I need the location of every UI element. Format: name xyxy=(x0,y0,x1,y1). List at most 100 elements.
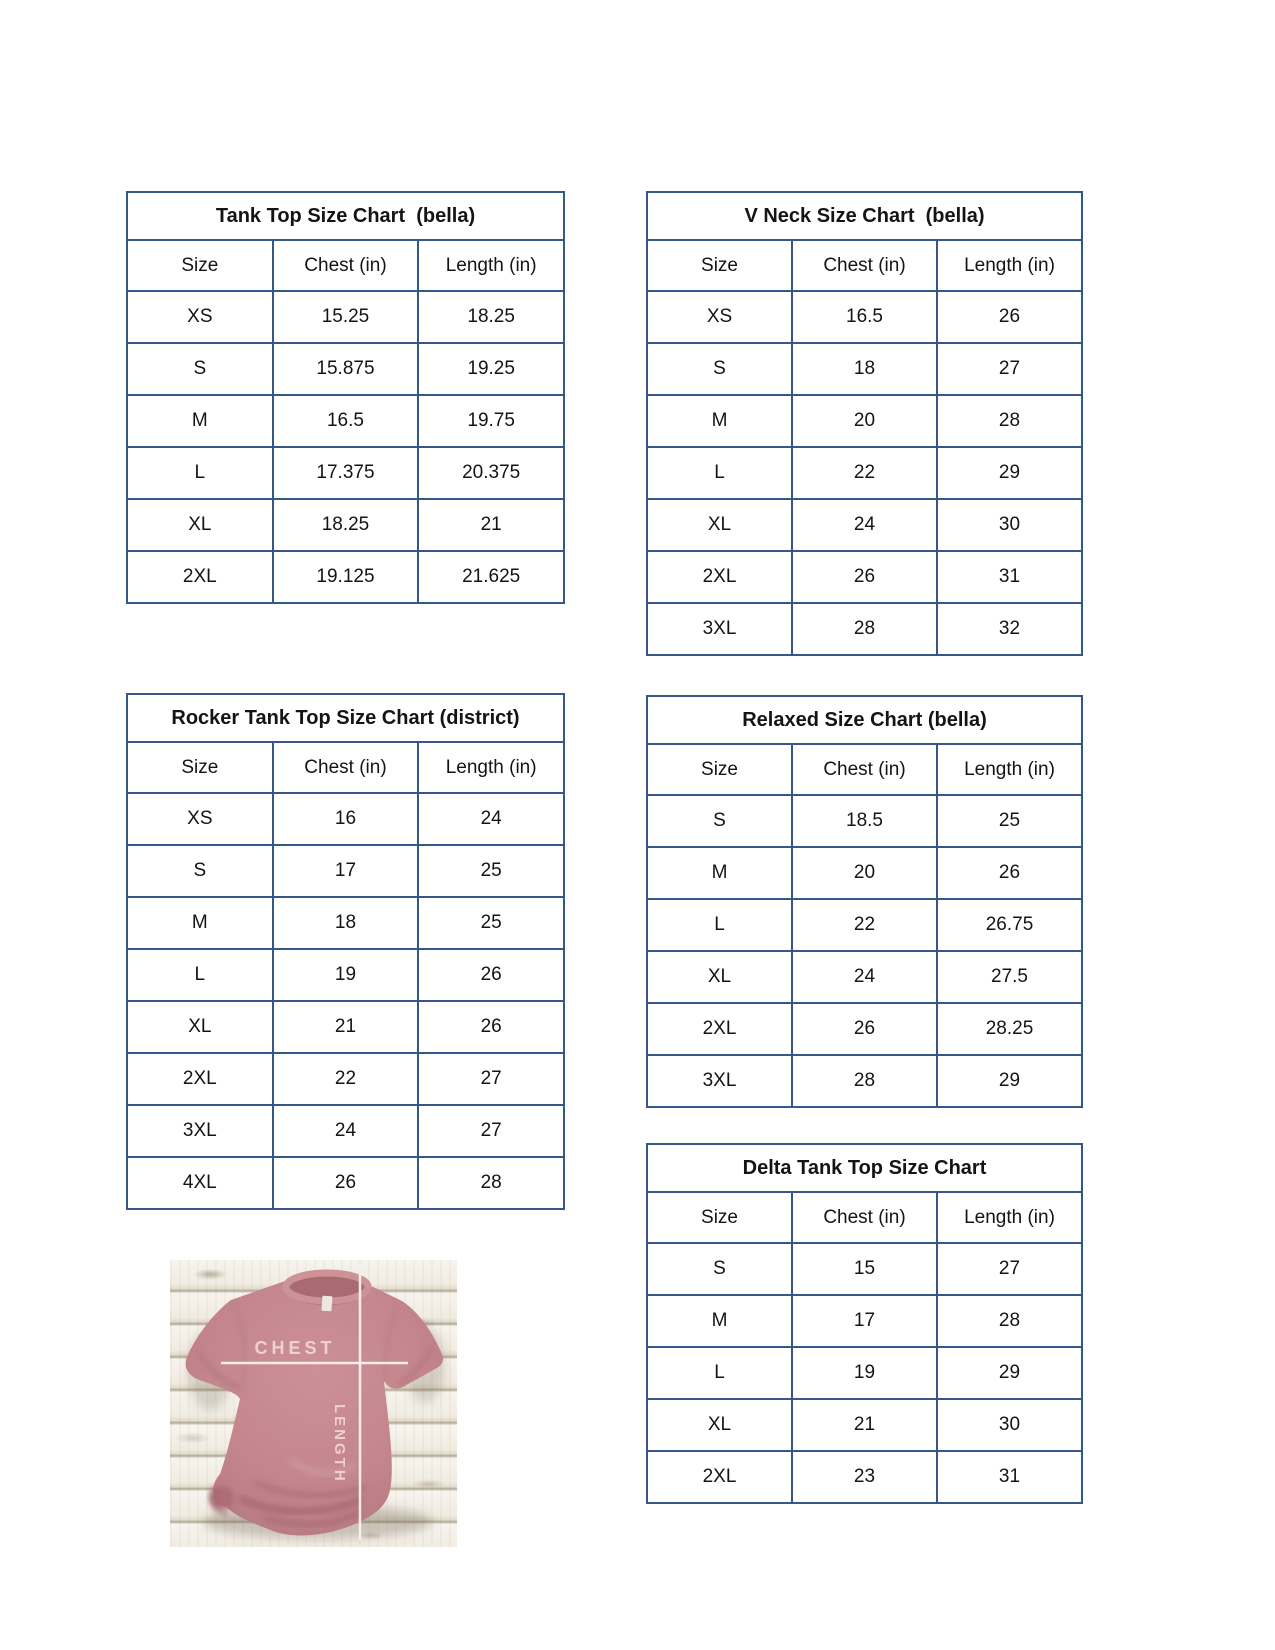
size-table-grid: Delta Tank Top Size Chart Size Chest (in)… xyxy=(646,1143,1083,1504)
size-row: M 18 25 xyxy=(126,896,565,950)
column-header: Chest (in) xyxy=(791,239,938,292)
size-cell: M xyxy=(126,394,274,448)
size-row: S 15.875 19.25 xyxy=(126,342,565,396)
size-cell: 18 xyxy=(271,896,420,950)
size-cell: M xyxy=(646,846,793,900)
size-cell: 26 xyxy=(271,1156,420,1210)
size-cell: 3XL xyxy=(646,602,793,656)
table-body: XS 16.5 26 S 18 27 M 20 28 L 22 29 XL 24 30 2XL 26 31 3XL 2… xyxy=(646,290,1083,656)
table-relaxed: Relaxed Size Chart (bella) Size Chest (in… xyxy=(646,695,1083,1108)
size-cell: 25 xyxy=(936,794,1083,848)
size-cell: S xyxy=(646,794,793,848)
size-cell: 20.375 xyxy=(417,446,565,500)
size-cell: 18.25 xyxy=(417,290,565,344)
column-header: Size xyxy=(126,239,274,292)
right-cuff-fold xyxy=(396,1346,434,1387)
size-cell: 26.75 xyxy=(936,898,1083,952)
size-cell: L xyxy=(646,446,793,500)
size-cell: 28 xyxy=(791,602,938,656)
table-body: XS 15.25 18.25 S 15.875 19.25 M 16.5 19.75 L 17.37… xyxy=(126,290,565,604)
tshirt-body xyxy=(185,1275,443,1536)
size-table-grid: Tank Top Size Chart (bella) Size Chest (i… xyxy=(126,191,565,604)
size-cell: 24 xyxy=(271,1104,420,1158)
size-cell: 27 xyxy=(936,342,1083,396)
size-cell: 15 xyxy=(791,1242,938,1296)
size-row: 2XL 26 31 xyxy=(646,550,1083,604)
size-row: XS 15.25 18.25 xyxy=(126,290,565,344)
size-cell: 2XL xyxy=(646,1002,793,1056)
size-cell: 21 xyxy=(791,1398,938,1452)
size-cell: 19.75 xyxy=(417,394,565,448)
table-title-row: Tank Top Size Chart (bella) xyxy=(126,191,565,241)
size-cell: 18.25 xyxy=(271,498,420,552)
size-row: S 18.5 25 xyxy=(646,794,1083,848)
size-cell: XS xyxy=(126,290,274,344)
size-cell: 2XL xyxy=(646,550,793,604)
size-cell: 18 xyxy=(791,342,938,396)
size-cell: 28 xyxy=(936,394,1083,448)
size-cell: 30 xyxy=(936,498,1083,552)
size-cell: 22 xyxy=(271,1052,420,1106)
size-cell: 27 xyxy=(936,1242,1083,1296)
size-table-grid: Relaxed Size Chart (bella) Size Chest (in… xyxy=(646,695,1083,1108)
size-row: XL 24 30 xyxy=(646,498,1083,552)
size-cell: 27 xyxy=(417,1104,565,1158)
table-title-row: Rocker Tank Top Size Chart (district) xyxy=(126,693,565,743)
hem-highlight xyxy=(288,1457,357,1477)
size-cell: 21 xyxy=(271,1000,420,1054)
chest-measure-label: CHEST xyxy=(254,1338,336,1358)
size-row: 4XL 26 28 xyxy=(126,1156,565,1210)
size-cell: 30 xyxy=(936,1398,1083,1452)
table-header-row: Size Chest (in) Length (in) xyxy=(126,741,565,794)
size-cell: 24 xyxy=(417,792,565,846)
size-cell: 17 xyxy=(791,1294,938,1348)
column-header: Length (in) xyxy=(936,743,1083,796)
table-delta-tank-top: Delta Tank Top Size Chart Size Chest (in)… xyxy=(646,1143,1083,1504)
size-table-grid: Rocker Tank Top Size Chart (district) Si… xyxy=(126,693,565,1210)
column-header: Length (in) xyxy=(936,239,1083,292)
size-cell: 22 xyxy=(791,898,938,952)
size-cell: S xyxy=(646,342,793,396)
size-cell: XS xyxy=(646,290,793,344)
table-v-neck: V Neck Size Chart (bella) Size Chest (in)… xyxy=(646,191,1083,656)
size-table-grid: V Neck Size Chart (bella) Size Chest (in)… xyxy=(646,191,1083,656)
size-cell: 32 xyxy=(936,602,1083,656)
size-row: 3XL 28 29 xyxy=(646,1054,1083,1108)
size-cell: 28.25 xyxy=(936,1002,1083,1056)
size-cell: XL xyxy=(646,950,793,1004)
size-row: S 18 27 xyxy=(646,342,1083,396)
size-cell: 22 xyxy=(791,446,938,500)
size-row: S 17 25 xyxy=(126,844,565,898)
column-header: Length (in) xyxy=(417,239,565,292)
size-row: XL 21 30 xyxy=(646,1398,1083,1452)
table-title: V Neck Size Chart (bella) xyxy=(646,191,1083,241)
size-cell: XL xyxy=(646,498,793,552)
column-header: Length (in) xyxy=(417,741,565,794)
table-header-row: Size Chest (in) Length (in) xyxy=(646,239,1083,292)
knot xyxy=(210,1486,234,1510)
column-header: Chest (in) xyxy=(791,743,938,796)
size-cell: S xyxy=(646,1242,793,1296)
size-cell: 23 xyxy=(791,1450,938,1504)
size-cell: 16.5 xyxy=(271,394,420,448)
column-header: Chest (in) xyxy=(271,239,420,292)
size-row: XS 16 24 xyxy=(126,792,565,846)
hem-fold-2 xyxy=(253,1479,368,1498)
size-row: L 19 26 xyxy=(126,948,565,1002)
left-cuff-fold xyxy=(197,1351,240,1390)
size-cell: 15.25 xyxy=(271,290,420,344)
column-header: Size xyxy=(646,743,793,796)
size-cell: L xyxy=(646,898,793,952)
left-shoulder-seam xyxy=(230,1301,247,1393)
hem-fold-1 xyxy=(238,1495,364,1515)
size-cell: 18.5 xyxy=(791,794,938,848)
size-cell: 4XL xyxy=(126,1156,274,1210)
size-cell: XL xyxy=(126,498,274,552)
size-row: L 22 26.75 xyxy=(646,898,1083,952)
table-tank-top: Tank Top Size Chart (bella) Size Chest (i… xyxy=(126,191,565,604)
size-cell: 17.375 xyxy=(271,446,420,500)
size-cell: 16 xyxy=(271,792,420,846)
table-header-row: Size Chest (in) Length (in) xyxy=(646,1191,1083,1244)
size-cell: S xyxy=(126,844,274,898)
size-cell: 29 xyxy=(936,446,1083,500)
